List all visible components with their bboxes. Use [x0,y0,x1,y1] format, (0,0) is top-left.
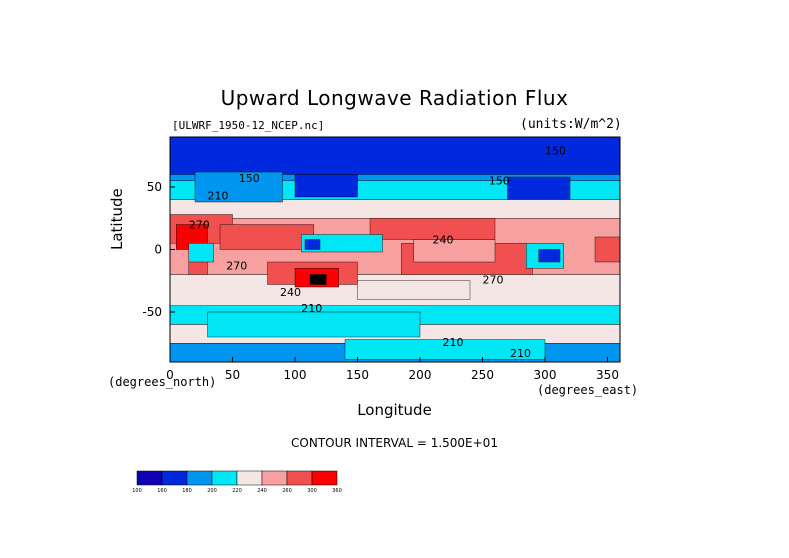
file-label: [ULWRF_1950-12_NCEP.nc] [172,119,325,132]
contour-label: 270 [189,218,210,231]
flux-region [219,224,314,250]
colorbar-swatch [286,470,313,486]
y-unit-label: (degrees_north) [108,375,217,389]
colorbar-tick-label: 160 [157,488,167,494]
colorbar-swatch [211,470,238,486]
colorbar-swatch [236,470,263,486]
flux-region [309,274,327,285]
contour-label: 240 [280,286,301,299]
colorbar-swatch [161,470,188,486]
y-tick-label: 0 [154,243,162,257]
flux-region [207,311,421,338]
flux-region [538,249,561,263]
x-tick-label: 50 [225,368,240,382]
colorbar-tick-label: 200 [207,488,217,494]
x-tick-label: 100 [284,368,307,382]
flux-region [304,239,321,250]
x-tick-label: 200 [409,368,432,382]
y-tick-label: 50 [147,180,162,194]
colorbar-tick-label: 260 [282,488,292,494]
flux-region [594,236,620,263]
contour-label: 210 [301,302,322,315]
colorbar-tick-label: 100 [132,488,142,494]
flux-region [194,171,283,203]
x-tick-label: 250 [471,368,494,382]
flux-region [170,199,620,219]
chart-title: Upward Longwave Radiation Flux [220,86,569,110]
flux-region [344,339,546,360]
units-label: (units:W/m^2) [520,117,622,132]
x-tick-label: 0 [166,368,174,382]
colorbar-swatch [136,470,163,486]
flux-region [294,174,358,198]
colorbar-swatch [261,470,288,486]
axes: 0 50 100 150 200 250 300 350 50 0 -50 [142,180,619,382]
contour-label: 150 [545,145,566,158]
contour-label: 150 [489,175,510,188]
contour-label: 150 [239,172,260,185]
flux-region [507,176,571,200]
contour-label: 210 [208,190,229,203]
flux-region [357,280,471,300]
flux-region [170,137,620,175]
flux-region [188,243,214,263]
colorbar-swatch [311,470,338,486]
flux-field [170,137,620,362]
x-tick-label: 300 [534,368,557,382]
colorbar-tick-label: 220 [232,488,242,494]
colorbar: 100 160 180 200 220 240 260 300 360 [132,470,342,494]
contour-label: 270 [483,273,504,286]
flux-region [413,239,496,263]
x-tick-label: 150 [346,368,369,382]
flux-region [301,234,383,253]
colorbar-swatch [186,470,213,486]
x-axis-label: Longitude [357,401,432,419]
contour-label: 270 [226,260,247,273]
colorbar-tick-label: 240 [257,488,267,494]
contour-label: 210 [510,347,531,360]
colorbar-tick-label: 300 [307,488,317,494]
x-tick-label: 350 [596,368,619,382]
contour-label: 240 [433,233,454,246]
colorbar-tick-label: 360 [332,488,342,494]
y-tick-label: -50 [142,305,162,319]
contour-label: 210 [443,336,464,349]
x-unit-label: (degrees_east) [537,383,639,397]
contour-interval: CONTOUR INTERVAL = 1.500E+01 [291,436,498,450]
colorbar-tick-label: 180 [182,488,192,494]
